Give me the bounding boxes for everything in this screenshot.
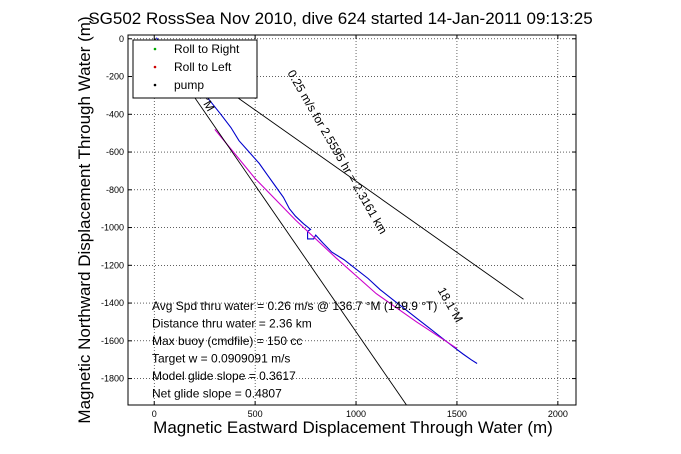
x-tick-label: 1500 xyxy=(447,409,467,419)
stat-line: Target w = 0.0909091 m/s xyxy=(152,352,290,366)
stat-line: Net glide slope = 0.4807 xyxy=(152,387,282,401)
y-axis-label: Magnetic Northward Displacement Through … xyxy=(75,16,94,423)
stat-line: Max buoy (cmdfile) = 150 cc xyxy=(152,334,302,348)
y-tick-label: -1400 xyxy=(101,298,124,308)
plot-frame xyxy=(127,34,577,406)
legend-label: Roll to Left xyxy=(174,60,232,74)
y-tick-label: -200 xyxy=(106,72,124,82)
x-axis-label: Magnetic Eastward Displacement Through W… xyxy=(153,418,553,437)
y-tick-label: -1200 xyxy=(101,260,124,270)
stat-line: Distance thru water = 2.36 km xyxy=(152,317,312,331)
legend: Roll to Right Roll to Left pump xyxy=(132,39,258,99)
x-tick-label: 2000 xyxy=(548,409,568,419)
y-tick-label: -400 xyxy=(106,109,124,119)
stats-block: Avg Spd thru water = 0.26 m/s @ 136.7 °M… xyxy=(152,299,437,401)
y-tick-label: -800 xyxy=(106,185,124,195)
legend-box xyxy=(132,39,258,99)
series-line-2 xyxy=(153,38,407,405)
stat-line: Avg Spd thru water = 0.26 m/s @ 136.7 °M… xyxy=(152,299,437,313)
x-tick-label: 1000 xyxy=(346,409,366,419)
y-tick-label: 0 xyxy=(119,34,124,44)
chart-title: SG502 RossSea Nov 2010, dive 624 started… xyxy=(88,9,592,28)
y-tick-label: -600 xyxy=(106,147,124,157)
legend-marker xyxy=(153,47,157,51)
legend-label: Roll to Right xyxy=(174,42,240,56)
y-tick-label: -1800 xyxy=(101,374,124,384)
y-tick-label: -1000 xyxy=(101,223,124,233)
tick-layer: 0 500 1000 1500 2000 0 -200 -400 -600 -800 -1000 -1… xyxy=(101,34,576,419)
legend-marker xyxy=(153,83,157,87)
series-line-1 xyxy=(214,129,458,349)
x-tick-label: 500 xyxy=(248,409,263,419)
y-tick-label: -1600 xyxy=(101,336,124,346)
legend-label: pump xyxy=(174,78,204,92)
x-tick-label: 0 xyxy=(152,409,157,419)
legend-marker xyxy=(153,65,157,69)
stat-line: Model glide slope = 0.3617 xyxy=(152,369,296,383)
